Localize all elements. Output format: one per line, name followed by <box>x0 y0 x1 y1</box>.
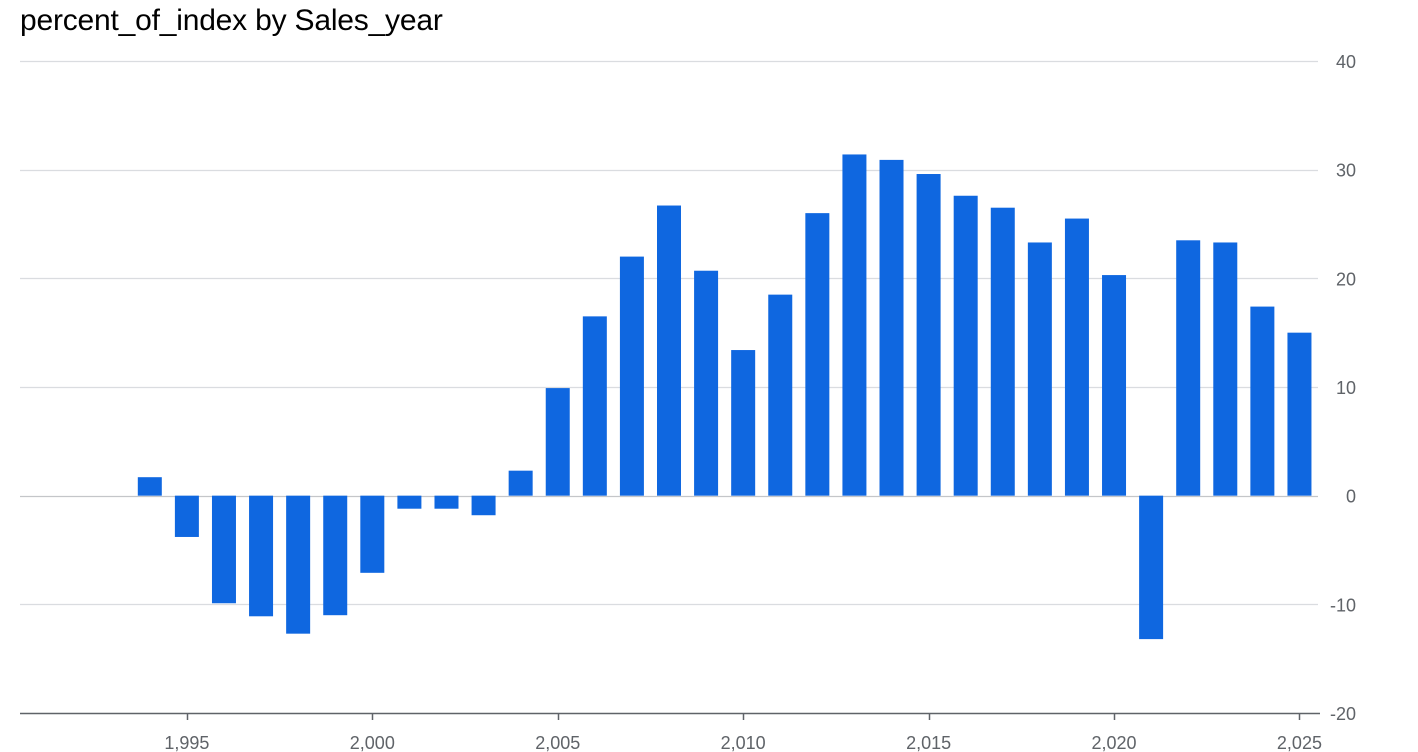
y-tick-label: 30 <box>1336 161 1356 181</box>
x-axis <box>20 712 1320 720</box>
bar[interactable] <box>1139 495 1164 640</box>
bars <box>137 154 1312 640</box>
x-tick-label: 2,010 <box>721 733 766 752</box>
bar[interactable] <box>174 495 199 537</box>
bar[interactable] <box>360 495 385 573</box>
bar[interactable] <box>1176 240 1201 496</box>
bar[interactable] <box>1213 242 1238 496</box>
bar[interactable] <box>916 174 941 496</box>
bar[interactable] <box>211 495 236 604</box>
x-tick-label: 2,005 <box>535 733 580 752</box>
bar[interactable] <box>990 207 1015 496</box>
bar[interactable] <box>1064 218 1089 496</box>
bar[interactable] <box>508 470 533 496</box>
x-axis-tick-labels: 1,995 2,000 2,005 2,010 2,015 2,020 2,025 <box>164 733 1322 752</box>
bar[interactable] <box>545 388 570 496</box>
bar[interactable] <box>137 477 162 496</box>
y-tick-label: 10 <box>1336 378 1356 398</box>
bar[interactable] <box>619 256 644 496</box>
bar[interactable] <box>805 213 830 496</box>
bar[interactable] <box>731 350 756 496</box>
bar[interactable] <box>434 495 459 509</box>
x-tick-label: 1,995 <box>164 733 209 752</box>
bar[interactable] <box>1102 275 1127 496</box>
y-tick-label: -20 <box>1330 704 1356 724</box>
bar[interactable] <box>1287 332 1312 496</box>
x-tick-label: 2,015 <box>906 733 951 752</box>
y-axis-tick-labels: 40 30 20 10 0 -10 -20 <box>1330 52 1356 724</box>
x-tick-label: 2,000 <box>350 733 395 752</box>
bar[interactable] <box>582 316 607 496</box>
bar[interactable] <box>323 495 348 616</box>
y-tick-label: 40 <box>1336 52 1356 72</box>
bar[interactable] <box>953 195 978 496</box>
y-tick-label: 0 <box>1346 487 1356 507</box>
chart-title: percent_of_index by Sales_year <box>20 4 443 37</box>
bar[interactable] <box>842 154 867 496</box>
bar[interactable] <box>249 495 274 617</box>
bar[interactable] <box>1027 242 1052 496</box>
y-tick-label: -10 <box>1330 595 1356 615</box>
bar[interactable] <box>471 495 496 516</box>
bar[interactable] <box>768 294 793 496</box>
bar[interactable] <box>1250 306 1275 496</box>
bar[interactable] <box>397 495 422 509</box>
bar[interactable] <box>694 270 719 496</box>
x-tick-label: 2,020 <box>1092 733 1137 752</box>
y-tick-label: 20 <box>1336 269 1356 289</box>
bar[interactable] <box>879 159 904 496</box>
bar[interactable] <box>657 205 681 496</box>
bar[interactable] <box>286 495 311 634</box>
x-tick-label: 2,025 <box>1277 733 1322 752</box>
